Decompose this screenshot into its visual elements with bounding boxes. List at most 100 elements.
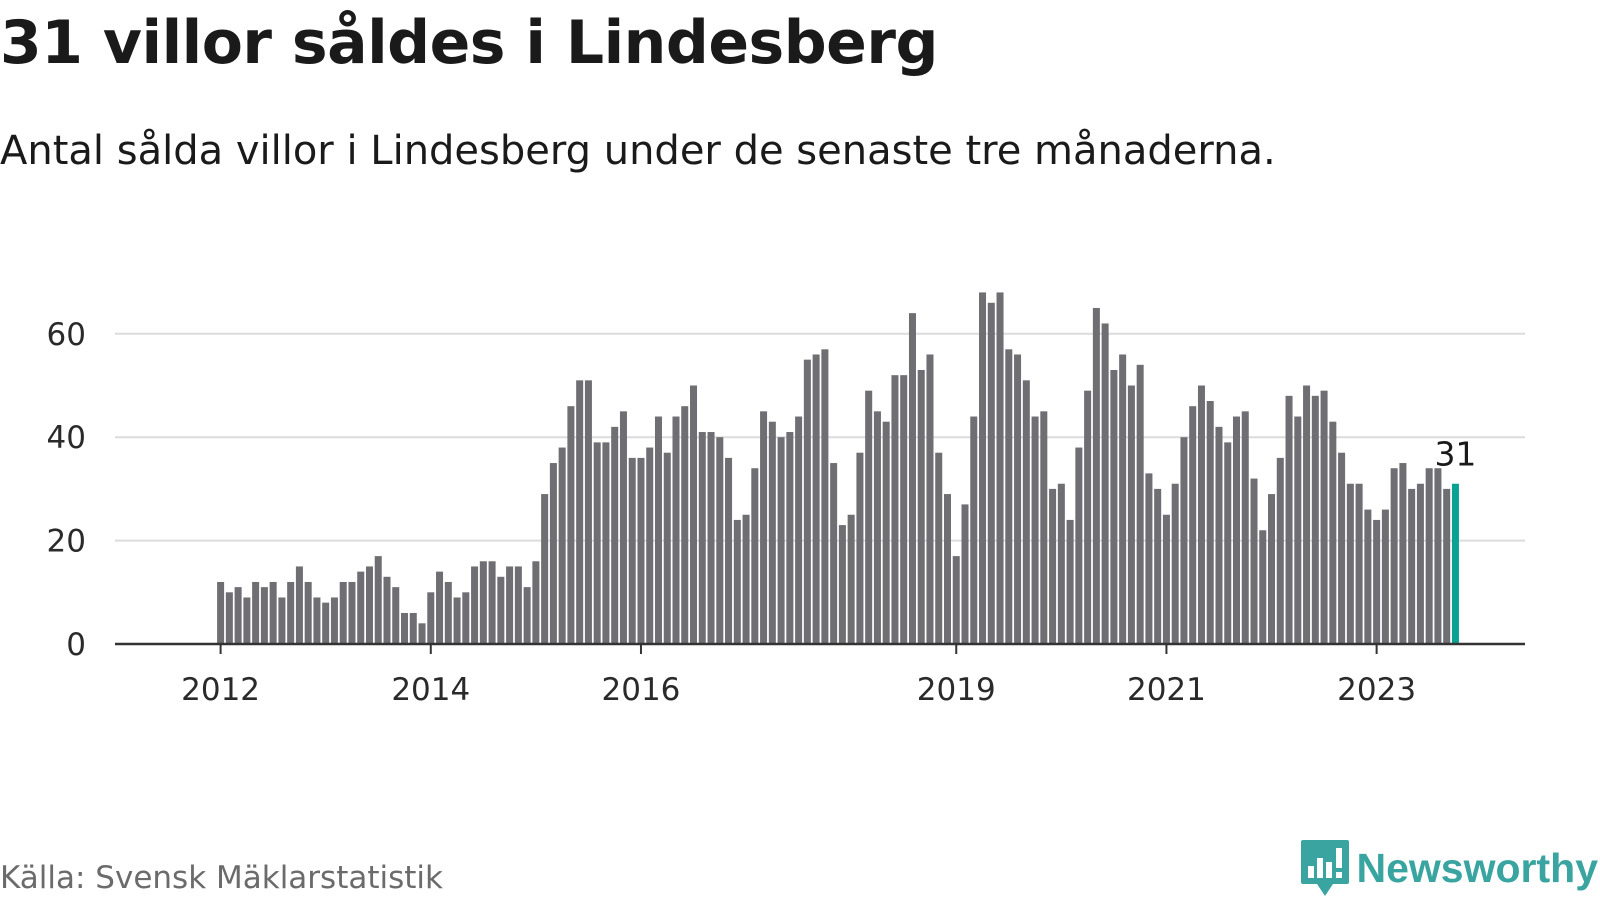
bar: [716, 437, 724, 644]
bar: [269, 581, 277, 644]
bar: [1092, 307, 1100, 644]
chart-title: 31 villor såldes i Lindesberg: [0, 8, 938, 78]
bar: [602, 442, 610, 644]
bar: [1294, 416, 1302, 644]
bar: [217, 581, 225, 644]
bar: [1101, 323, 1109, 644]
bar: [295, 566, 303, 644]
bar: [742, 514, 750, 644]
bar: [1127, 385, 1135, 644]
bar: [654, 416, 662, 644]
bar: [672, 416, 680, 644]
bar: [392, 587, 400, 644]
bar: [1381, 509, 1389, 644]
bar: [593, 442, 601, 644]
bar: [1416, 483, 1424, 644]
bar: [1040, 411, 1048, 644]
bar: [1425, 468, 1433, 644]
bar: [234, 587, 242, 644]
bar: [260, 587, 268, 644]
bar: [1014, 354, 1022, 644]
bar: [611, 426, 619, 644]
bar: [1399, 463, 1407, 644]
bar: [1206, 401, 1214, 644]
x-tick-label: 2012: [181, 672, 260, 708]
bar: [1434, 468, 1442, 644]
bar: [882, 421, 890, 644]
bar: [444, 581, 452, 644]
bar: [1259, 530, 1267, 644]
bar: [908, 313, 916, 644]
bar: [1268, 494, 1276, 644]
bar: [225, 592, 233, 644]
bar: [1224, 442, 1232, 644]
bar: [1197, 385, 1205, 644]
bar: [646, 447, 654, 644]
bars: 31: [217, 292, 1476, 644]
bar-highlight: [1451, 483, 1459, 644]
bar: [1320, 390, 1328, 644]
x-tick-label: 2016: [602, 672, 681, 708]
bar: [1119, 354, 1127, 644]
bar: [584, 380, 592, 644]
bar: [339, 581, 347, 644]
bar: [1057, 483, 1065, 644]
bar: [409, 612, 417, 644]
bar: [935, 452, 943, 644]
y-tick-label: 60: [47, 317, 86, 353]
bar: [917, 369, 925, 644]
bar: [252, 581, 260, 644]
bar: [1250, 478, 1258, 644]
bar: [681, 406, 689, 644]
bar: [865, 390, 873, 644]
bar: [1110, 369, 1118, 644]
bar: [558, 447, 566, 644]
bar: [698, 432, 706, 644]
bar: [497, 576, 505, 644]
bar: [1355, 483, 1363, 644]
bar: [847, 514, 855, 644]
bar: [803, 359, 811, 644]
bar: [1162, 514, 1170, 644]
bar: [1215, 426, 1223, 644]
chart-subtitle: Antal sålda villor i Lindesberg under de…: [0, 128, 1276, 174]
bar: [1364, 509, 1372, 644]
bar: [777, 437, 785, 644]
bar: [322, 602, 330, 644]
bar-chart: 31 0 20 40 60 2012 2014 2016 2019 2021 2023: [47, 292, 1525, 708]
x-tick-label: 2021: [1127, 672, 1206, 708]
brand-logo[interactable]: Newsworthy: [1299, 838, 1599, 898]
bar: [1285, 395, 1293, 644]
bar: [1031, 416, 1039, 644]
bar: [243, 597, 251, 644]
bar: [304, 581, 312, 644]
bar: [541, 494, 549, 644]
bar: [313, 597, 321, 644]
bar: [471, 566, 479, 644]
bar: [952, 556, 960, 644]
newsworthy-logo-icon: [1300, 840, 1349, 896]
bar: [462, 592, 470, 644]
bar: [1180, 437, 1188, 644]
bar: [725, 457, 733, 644]
bar: [1443, 488, 1451, 644]
bar: [1346, 483, 1354, 644]
bar: [576, 380, 584, 644]
y-tick-label: 0: [66, 627, 86, 663]
axes: 0 20 40 60 2012 2014 2016 2019 2021 2023: [47, 317, 1525, 708]
bar: [1066, 519, 1074, 644]
y-tick-label: 20: [47, 524, 86, 560]
bar: [891, 375, 899, 644]
bar: [1329, 421, 1337, 644]
bar: [821, 349, 829, 644]
bar: [1276, 457, 1284, 644]
brand-name: Newsworthy: [1356, 844, 1599, 891]
bar: [760, 411, 768, 644]
bar: [873, 411, 881, 644]
bar: [479, 561, 487, 644]
x-tick-label: 2023: [1337, 672, 1416, 708]
bar: [830, 463, 838, 644]
bar: [856, 452, 864, 644]
bar: [637, 457, 645, 644]
bar: [812, 354, 820, 644]
